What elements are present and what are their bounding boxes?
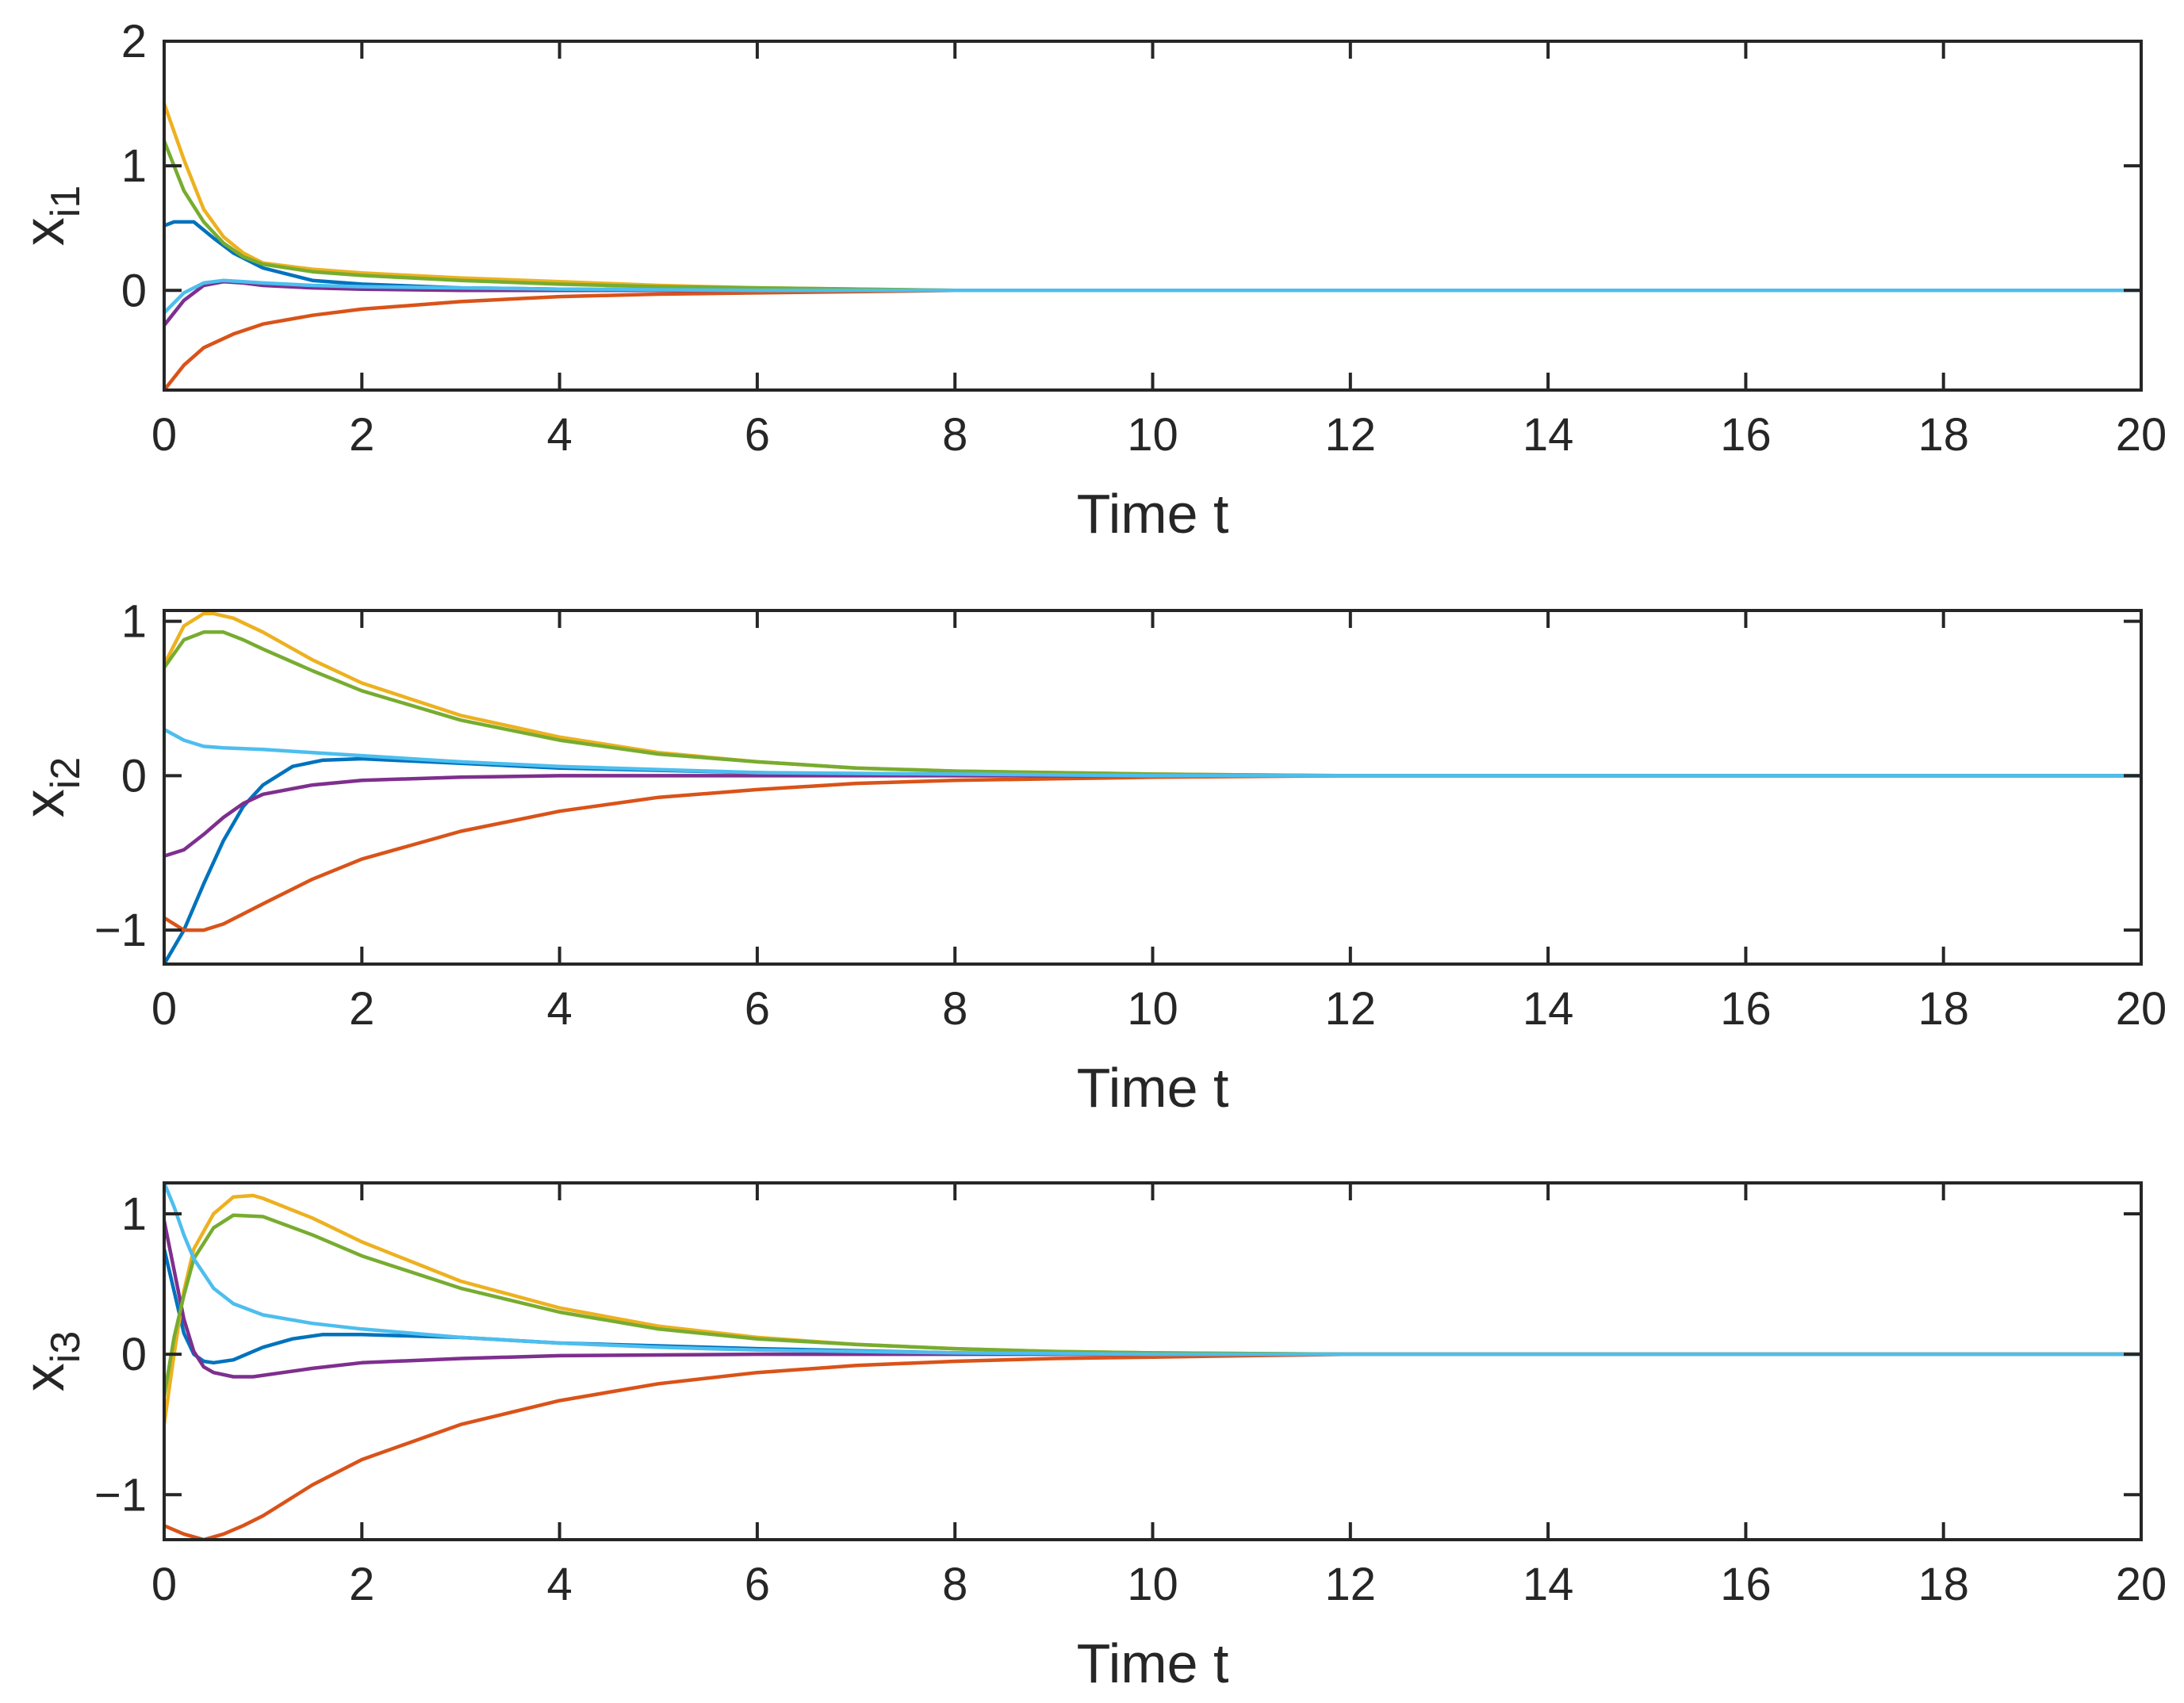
x-tick-label: 12	[1325, 1559, 1377, 1610]
y-tick-label: 0	[121, 265, 147, 316]
x-tick-label: 16	[1720, 409, 1772, 461]
series-line-agent-6	[164, 1183, 2141, 1357]
y-tick-label: −1	[94, 905, 147, 956]
series-line-agent-3	[164, 1193, 2141, 1426]
axes-box	[163, 1181, 2143, 1541]
series-line-agent-4	[164, 774, 2141, 858]
x-tick-label: 12	[1325, 983, 1377, 1035]
plot-area	[164, 101, 2141, 390]
x-tick-label: 14	[1523, 409, 1574, 461]
x-axis-title: Time t	[1077, 1057, 1229, 1119]
y-tick-label: 1	[121, 1188, 147, 1240]
x-tick-label: 6	[745, 409, 770, 461]
x-tick-label: 0	[151, 409, 177, 461]
x-axis-title: Time t	[1077, 483, 1229, 545]
x-tick-label: 10	[1127, 983, 1178, 1035]
x-tick-label: 4	[546, 1559, 572, 1610]
series-line-agent-6	[164, 278, 2141, 315]
y-axis-title: xi2	[13, 757, 89, 817]
x-tick-label: 6	[745, 983, 770, 1035]
series-line-agent-3	[164, 611, 2141, 778]
x-tick-label: 16	[1720, 1559, 1772, 1610]
series-line-agent-2	[164, 774, 2141, 932]
x-tick-label: 20	[2116, 983, 2167, 1035]
x-tick-label: 4	[546, 983, 572, 1035]
y-axis-title: xi3	[13, 1331, 89, 1391]
x-tick-label: 14	[1523, 983, 1574, 1035]
y-tick-label: 1	[121, 140, 147, 192]
series-line-agent-4	[164, 280, 2141, 327]
x-tick-label: 2	[349, 1559, 374, 1610]
plot-area	[164, 1183, 2141, 1540]
x-tick-label: 14	[1523, 1559, 1574, 1610]
x-tick-label: 20	[2116, 409, 2167, 461]
series-line-agent-1	[164, 756, 2141, 964]
x-tick-label: 2	[349, 409, 374, 461]
axes-box	[163, 40, 2143, 392]
x-tick-label: 2	[349, 983, 374, 1035]
x-tick-label: 16	[1720, 983, 1772, 1035]
x-tick-label: 4	[546, 409, 572, 461]
y-tick-label: −1	[94, 1469, 147, 1521]
x-tick-label: 0	[151, 1559, 177, 1610]
x-tick-label: 10	[1127, 1559, 1178, 1610]
series-line-agent-4	[164, 1219, 2141, 1379]
x-tick-label: 8	[942, 409, 967, 461]
x-tick-label: 18	[1918, 409, 1969, 461]
x-tick-label: 20	[2116, 1559, 2167, 1610]
x-tick-label: 12	[1325, 409, 1377, 461]
x-axis-title: Time t	[1077, 1632, 1229, 1694]
series-line-agent-5	[164, 630, 2141, 778]
series-line-agent-5	[164, 139, 2141, 293]
series-line-agent-1	[164, 1247, 2141, 1365]
x-tick-label: 18	[1918, 983, 1969, 1035]
series-line-agent-2	[164, 1352, 2141, 1540]
x-tick-label: 8	[942, 983, 967, 1035]
series-line-agent-5	[164, 1213, 2141, 1399]
x-tick-label: 18	[1918, 1559, 1969, 1610]
y-tick-label: 1	[121, 596, 147, 648]
axes-box	[163, 609, 2143, 966]
y-tick-label: 2	[121, 16, 147, 67]
series-line-agent-3	[164, 101, 2141, 293]
plot-area	[164, 611, 2141, 964]
x-tick-label: 0	[151, 983, 177, 1035]
x-tick-label: 8	[942, 1559, 967, 1610]
x-tick-label: 10	[1127, 409, 1178, 461]
x-tick-label: 6	[745, 1559, 770, 1610]
y-tick-label: 0	[121, 1329, 147, 1380]
y-axis-title: xi1	[13, 186, 89, 246]
y-tick-label: 0	[121, 750, 147, 802]
series-line-agent-6	[164, 727, 2141, 778]
